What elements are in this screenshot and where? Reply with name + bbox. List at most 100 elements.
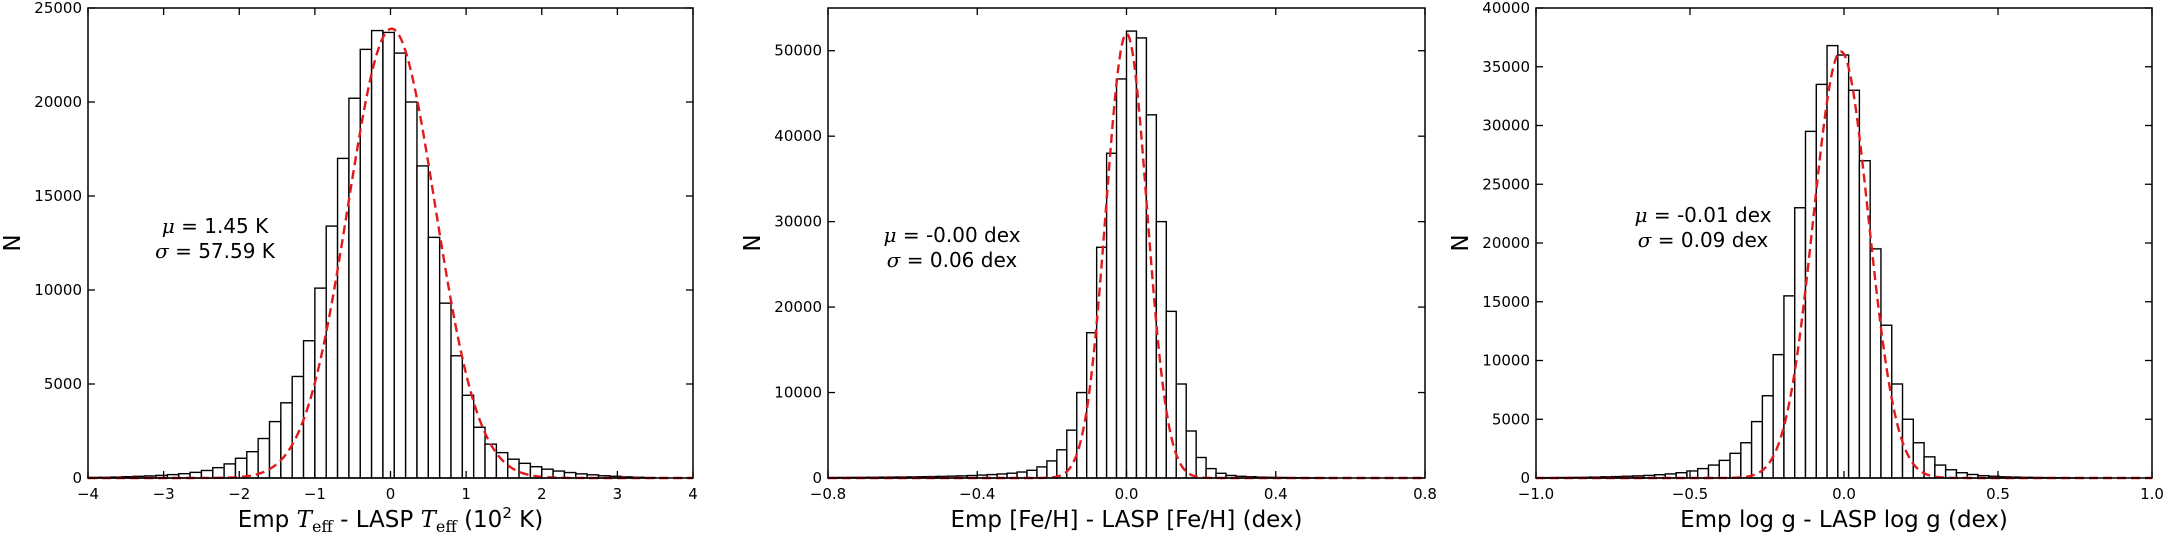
y-tick-label: 20000 — [1482, 234, 1530, 252]
x-tick-label: 0.8 — [1413, 485, 1437, 503]
mu-symbol: μ — [1634, 203, 1647, 227]
histogram-bar — [348, 97, 361, 479]
x-tick-label: −1.0 — [1518, 485, 1554, 503]
histogram-bar — [1804, 130, 1817, 479]
histogram-panel-2: −0.8 −0.4 0.0 0.4 0.8 0 10000 20000 30000 40000 50… — [740, 7, 1437, 533]
histogram-bar — [1837, 54, 1850, 479]
histogram-bar — [393, 52, 407, 479]
x-tick-label: 0.4 — [1264, 485, 1288, 503]
histogram-bar — [291, 375, 305, 479]
y-axis-label: N — [740, 234, 766, 251]
histogram-bar — [1740, 442, 1753, 479]
sigma-value: = 0.06 dex — [900, 248, 1017, 272]
histogram-bar — [280, 402, 293, 479]
y-tick-label: 10000 — [774, 384, 822, 402]
x-tick-label: −3 — [153, 485, 175, 503]
histogram-bar — [1750, 420, 1764, 479]
sigma-symbol: σ — [887, 248, 902, 272]
x-tick-label: 1.0 — [2140, 485, 2164, 503]
histogram-bar — [1826, 44, 1839, 479]
histogram-bar — [1095, 246, 1108, 479]
sigma-annotation: σ = 0.09 dex — [1638, 228, 1769, 252]
x-tick-label: 4 — [688, 485, 698, 503]
x-tick-label: −1 — [304, 485, 326, 503]
y-tick-label: 10000 — [34, 281, 82, 299]
y-tick-label: 25000 — [34, 0, 82, 17]
x-tick-label: 3 — [613, 485, 623, 503]
sigma-value: = 0.09 dex — [1651, 228, 1768, 252]
x-axis-label-part: (10 — [457, 507, 503, 533]
sigma-symbol: σ — [155, 239, 170, 263]
sigma-symbol: σ — [1638, 228, 1653, 252]
y-tick-label: 25000 — [1482, 175, 1530, 193]
mu-value: = 1.45 K — [175, 214, 269, 238]
mu-symbol: μ — [883, 223, 896, 247]
x-tick-label: 0.5 — [1986, 485, 2010, 503]
y-tick-label: 5000 — [1492, 410, 1530, 428]
histogram-bar — [1761, 395, 1774, 479]
y-tick-label: 5000 — [44, 375, 82, 393]
histogram-bar — [1794, 207, 1807, 479]
sigma-annotation: σ = 57.59 K — [155, 239, 276, 263]
x-tick-label: −0.8 — [810, 485, 846, 503]
y-tick-label: 40000 — [774, 127, 822, 145]
x-axis-label: Emp [Fe/H] - LASP [Fe/H] (dex) — [950, 507, 1302, 533]
y-tick-label: 30000 — [1482, 117, 1530, 135]
histogram-panel-3: −1.0 −0.5 0.0 0.5 1.0 0 5000 10000 15000 20000 250… — [1448, 0, 2164, 533]
histogram-bar — [1901, 418, 1915, 479]
histogram-bar — [1125, 30, 1138, 479]
histogram-bar — [1707, 464, 1720, 479]
histogram-bar — [1869, 248, 1882, 479]
x-tick-label: 0.0 — [1832, 485, 1856, 503]
histogram-bar — [1205, 467, 1217, 479]
histogram-bar — [1718, 459, 1731, 479]
x-tick-label: −2 — [228, 485, 250, 503]
histogram-bar — [518, 462, 532, 479]
histogram-bar — [1847, 89, 1861, 479]
y-tick-label: 10000 — [1482, 352, 1530, 370]
x-tick-label: 2 — [537, 485, 547, 503]
y-tick-label: 50000 — [774, 42, 822, 60]
y-tick-label: 0 — [1520, 469, 1530, 487]
y-tick-label: 0 — [72, 469, 82, 487]
histogram-bar — [1891, 383, 1904, 479]
x-tick-label: −4 — [77, 485, 99, 503]
histogram-bar — [450, 355, 464, 479]
histogram-bar — [1783, 295, 1796, 479]
histogram-bar — [1696, 467, 1710, 479]
histogram-bar — [1056, 449, 1068, 479]
histogram-bar — [1046, 460, 1058, 479]
histogram-bar — [472, 426, 486, 479]
histogram-bar — [1105, 152, 1118, 479]
histogram-bar — [427, 236, 441, 479]
y-tick-label: 20000 — [774, 298, 822, 316]
mu-annotation: μ = -0.00 dex — [883, 223, 1020, 247]
x-tick-label: −0.4 — [959, 485, 995, 503]
histogram-panel-1: −4 −3 −2 −1 0 1 2 3 4 0 5000 10000 15000 20000 25000 N E… — [0, 0, 698, 536]
y-axis-label: N — [0, 234, 26, 251]
x-axis-label-part: 2 — [502, 504, 512, 522]
histogram-bar — [325, 225, 339, 479]
histogram-bar — [1729, 452, 1742, 479]
x-axis-label-part: eff — [436, 517, 458, 536]
histogram-bar — [1036, 466, 1048, 479]
x-axis-label-part: T — [297, 507, 314, 533]
histogram-bar — [223, 463, 237, 479]
x-axis-label-part: K) — [512, 507, 543, 533]
x-axis-label: Emp log g - LASP log g (dex) — [1680, 507, 2008, 533]
x-axis-label-part: Emp — [238, 507, 297, 533]
histogram-bar — [212, 466, 225, 479]
mu-symbol: μ — [162, 214, 175, 238]
x-axis-label-part: T — [421, 507, 438, 533]
x-axis-label-part: eff — [312, 517, 334, 536]
histogram-bar — [438, 302, 452, 479]
histogram-bar — [359, 48, 373, 479]
histogram-bar — [234, 457, 248, 479]
x-tick-label: −0.5 — [1672, 485, 1708, 503]
histogram-bar — [461, 394, 475, 479]
histogram-bar — [404, 101, 418, 479]
histogram-bar — [370, 29, 384, 479]
y-tick-label: 15000 — [34, 187, 82, 205]
x-tick-label: 0.0 — [1115, 485, 1139, 503]
